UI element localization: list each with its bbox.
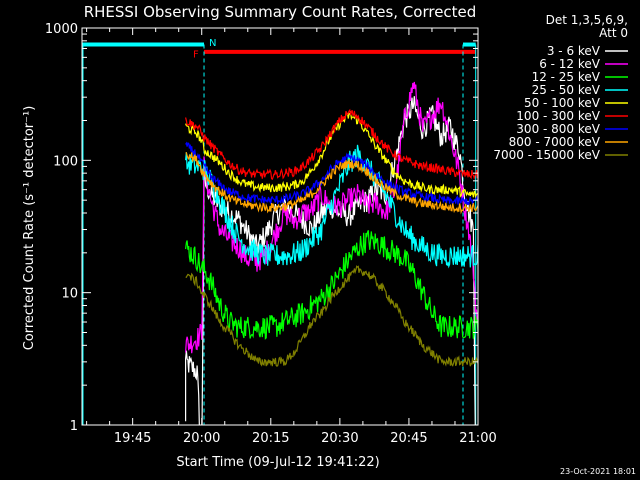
- series-line: [185, 144, 478, 269]
- x-axis-label: Start Time (09-Jul-12 19:41:22): [176, 455, 379, 470]
- series-layer: [185, 81, 478, 425]
- legend-entry-label: 6 - 12 keV: [539, 57, 601, 71]
- y-axis-label: Corrected Count Rate (s⁻¹ detector⁻¹): [22, 106, 37, 351]
- series-line: [185, 108, 478, 181]
- series-line: [185, 265, 478, 367]
- series-line: [185, 81, 478, 354]
- flare-flag-label: F: [193, 50, 199, 61]
- x-axis: 19:45 20:00 20:15 20:30 20:45 21:00: [86, 28, 497, 446]
- x-tick-label: 20:30: [321, 431, 358, 446]
- chart-title: RHESSI Observing Summary Count Rates, Co…: [84, 3, 477, 21]
- series-line: [185, 152, 478, 215]
- legend-entry-label: 100 - 300 keV: [516, 109, 600, 123]
- x-tick-label: 20:15: [252, 431, 289, 446]
- y-tick-label: 1: [70, 419, 78, 434]
- legend-entry-label: 12 - 25 keV: [532, 70, 601, 84]
- y-tick-label: 1000: [45, 22, 78, 37]
- x-tick-label: 19:45: [114, 431, 151, 446]
- y-tick-label: 100: [53, 154, 78, 169]
- legend-entry-label: 800 - 7000 keV: [509, 135, 601, 149]
- legend-entry-label: 7000 - 15000 keV: [493, 148, 600, 162]
- y-tick-label: 10: [61, 287, 78, 302]
- legend-entry-label: 50 - 100 keV: [524, 96, 601, 110]
- night-flag-label: N: [209, 38, 216, 49]
- legend-header-detectors: Det 1,3,5,6,9,: [546, 13, 628, 27]
- plot-frame: [81, 27, 479, 426]
- x-tick-label: 20:00: [183, 431, 220, 446]
- series-line: [185, 230, 478, 340]
- legend-header-attenuator: Att 0: [599, 26, 628, 40]
- x-tick-label: 21:00: [459, 431, 496, 446]
- legend-entry-label: 300 - 800 keV: [516, 122, 600, 136]
- generation-timestamp: 23-Oct-2021 18:01: [560, 467, 636, 476]
- y-axis: 1 10 100 1000: [45, 22, 478, 434]
- legend-entry-label: 3 - 6 keV: [547, 44, 601, 58]
- x-tick-label: 20:45: [390, 431, 427, 446]
- series-line: [185, 141, 478, 206]
- legend-entry-label: 25 - 50 keV: [532, 83, 601, 97]
